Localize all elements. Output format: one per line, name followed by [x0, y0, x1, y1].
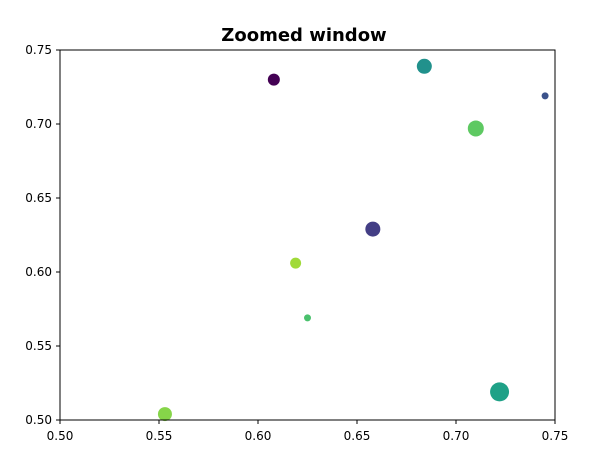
y-tick-label: 0.70	[25, 117, 52, 131]
y-tick-label: 0.75	[25, 43, 52, 57]
scatter-point	[267, 73, 280, 86]
scatter-point	[365, 221, 381, 237]
points-layer	[157, 58, 549, 422]
x-tick-label: 0.70	[443, 429, 470, 443]
x-tick-label: 0.60	[245, 429, 272, 443]
scatter-point	[490, 382, 510, 402]
x-tick-label: 0.55	[146, 429, 173, 443]
y-tick-label: 0.55	[25, 339, 52, 353]
scatter-point	[157, 407, 172, 422]
scatter-point	[541, 92, 549, 100]
scatter-point	[304, 314, 311, 322]
x-tick-label: 0.65	[344, 429, 371, 443]
scatter-point	[416, 58, 432, 74]
scatter-point	[290, 257, 302, 269]
x-axis: 0.50 0.55 0.60 0.65 0.70 0.75	[47, 420, 569, 443]
x-tick-label: 0.75	[542, 429, 569, 443]
y-tick-label: 0.65	[25, 191, 52, 205]
chart-title: Zoomed window	[221, 25, 386, 46]
y-axis: 0.50 0.55 0.60 0.65 0.70 0.75	[25, 43, 60, 427]
scatter-point	[467, 120, 484, 137]
y-tick-label: 0.50	[25, 413, 52, 427]
y-tick-label: 0.60	[25, 265, 52, 279]
plot-frame	[59, 49, 556, 421]
x-tick-label: 0.50	[47, 429, 74, 443]
